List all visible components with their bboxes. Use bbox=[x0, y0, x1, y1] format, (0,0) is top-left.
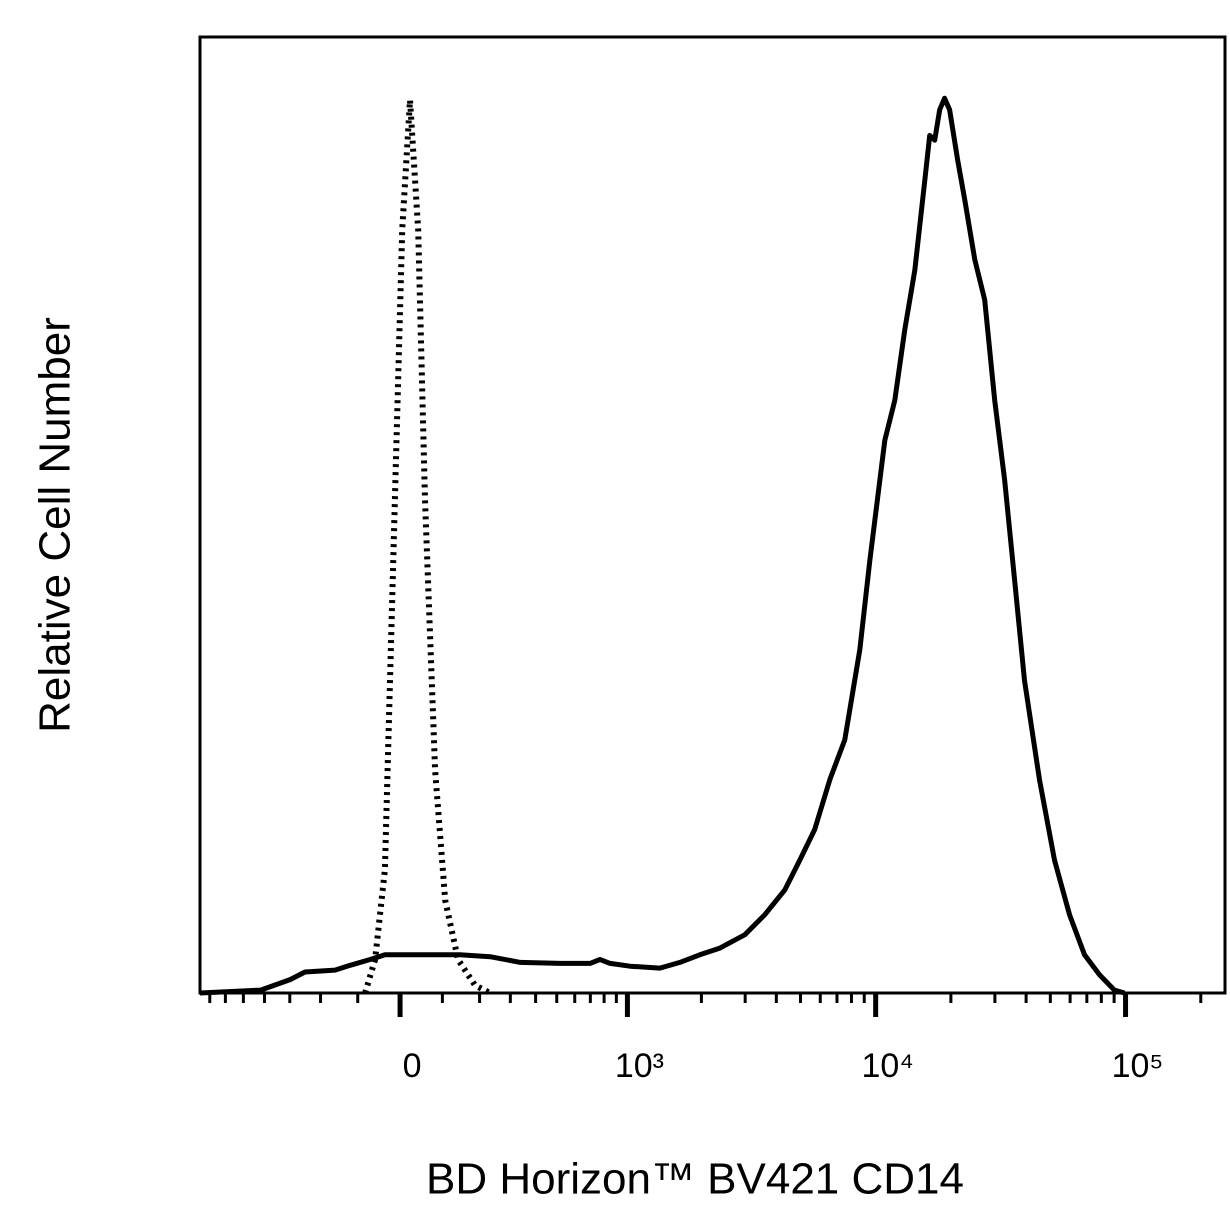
x-tick-label: 10³ bbox=[615, 1047, 664, 1085]
x-tick-label: 10⁵ bbox=[1112, 1047, 1164, 1085]
y-axis-label: Relative Cell Number bbox=[31, 317, 80, 733]
plot-frame bbox=[198, 35, 1227, 995]
x-tick-label: 0 bbox=[403, 1047, 422, 1085]
x-axis-label: BD Horizon™ BV421 CD14 bbox=[426, 1155, 964, 1204]
x-tick-label: 10⁴ bbox=[861, 1047, 913, 1085]
histogram-line bbox=[199, 95, 1126, 996]
histogram-line bbox=[362, 97, 492, 996]
